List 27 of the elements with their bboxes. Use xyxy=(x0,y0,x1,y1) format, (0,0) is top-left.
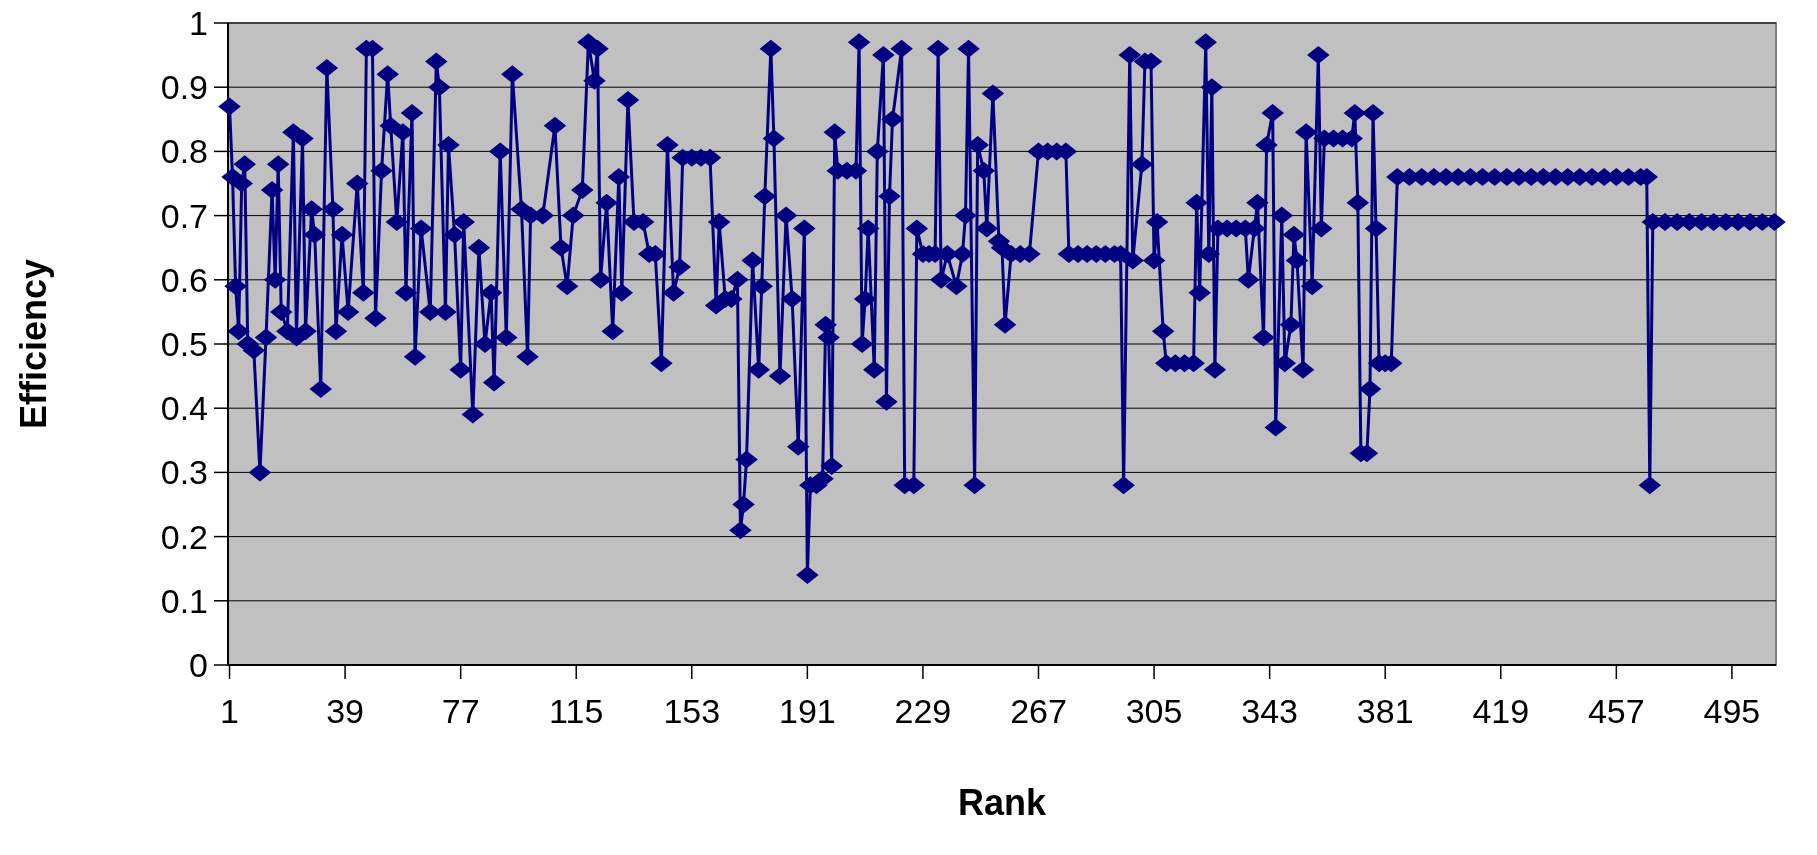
y-tick-label: 0.2 xyxy=(160,517,208,556)
x-tick-label: 381 xyxy=(1356,692,1414,730)
y-tick-label: 0.8 xyxy=(160,132,208,171)
x-tick-label: 343 xyxy=(1241,692,1298,730)
x-axis-title: Rank xyxy=(957,782,1047,823)
x-tick-label: 495 xyxy=(1703,692,1761,730)
y-tick-label: 1 xyxy=(189,3,208,42)
y-tick-label: 0.9 xyxy=(160,68,208,107)
x-tick-label: 191 xyxy=(778,692,836,730)
y-tick-label: 0.5 xyxy=(160,324,208,363)
y-tick-label: 0.7 xyxy=(160,196,208,235)
x-tick-label: 457 xyxy=(1587,692,1645,730)
y-tick-label: 0.3 xyxy=(160,453,208,492)
x-tick-label: 153 xyxy=(663,692,721,730)
y-tick-label: 0.1 xyxy=(160,581,208,620)
x-tick-label: 419 xyxy=(1472,692,1530,730)
x-tick-label: 229 xyxy=(894,692,952,730)
y-axis-title: Efficiency xyxy=(13,258,54,430)
x-tick-label: 1 xyxy=(220,692,239,730)
x-tick-label: 267 xyxy=(1010,692,1067,730)
y-tick-label: 0.4 xyxy=(160,389,208,428)
x-tick-label: 115 xyxy=(549,692,604,730)
y-tick-label: 0.6 xyxy=(160,260,208,299)
x-tick-label: 77 xyxy=(441,692,480,730)
y-tick-label: 0 xyxy=(189,645,208,684)
x-tick-label: 305 xyxy=(1125,692,1183,730)
x-tick-label: 39 xyxy=(326,692,364,730)
